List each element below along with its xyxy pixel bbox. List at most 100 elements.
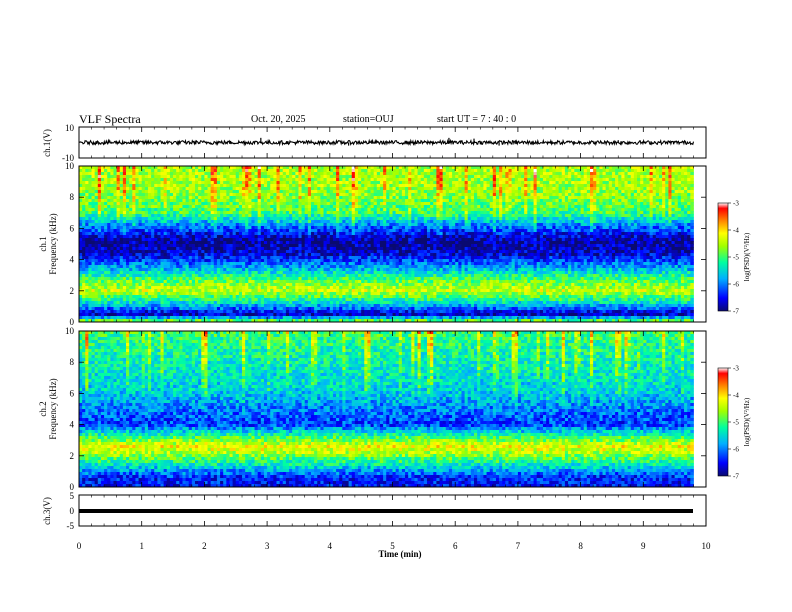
ch1-spectrogram-cell	[270, 220, 274, 224]
ch1-spectrogram-cell	[348, 208, 353, 212]
ch1-spectrogram-cell	[270, 307, 274, 311]
ch1-spectrogram-cell	[257, 268, 262, 272]
ch1-spectrogram-cell	[248, 307, 252, 311]
ch1-spectrogram-cell	[97, 298, 102, 302]
ch1-spectrogram-cell	[132, 220, 136, 224]
ch1-spectrogram-cell	[238, 259, 243, 263]
ch1-spectrogram-cell	[220, 214, 224, 218]
ch1-spectrogram-cell	[317, 226, 321, 230]
ch1-spectrogram-cell	[107, 274, 111, 278]
ch1-spectrogram-cell	[364, 316, 368, 320]
ch1-spectrogram-cell	[242, 256, 246, 260]
ch1-spectrogram-cell	[213, 298, 218, 302]
ch1-spectrogram-cell	[292, 283, 296, 287]
ch1-spectrogram-cell	[204, 274, 208, 278]
ch1-spectrogram-cell	[100, 208, 105, 212]
ch1-spectrogram-cell	[129, 229, 133, 233]
ch1-spectrogram-cell	[223, 235, 227, 239]
ch1-spectrogram-cell	[270, 247, 274, 251]
ch1-spectrogram-cell	[154, 193, 158, 197]
ch1-spectrogram-cell	[351, 172, 356, 176]
ch1-spectrogram-cell	[232, 298, 237, 302]
ch1-spectrogram-cell	[122, 211, 127, 215]
ch1-spectrogram-cell	[232, 268, 237, 272]
ch1-spectrogram-cell	[141, 238, 146, 242]
ch1-spectrogram-cell	[345, 229, 350, 233]
ch1-spectrogram-cell	[144, 226, 149, 230]
ch1-spectrogram-cell	[370, 283, 375, 287]
ch1-spectrogram-cell	[198, 196, 202, 200]
ch1-spectrogram-cell	[207, 196, 212, 200]
ch1-spectrogram-cell	[235, 259, 240, 263]
ch1-spectrogram-cell	[229, 199, 234, 203]
ch1-spectrogram-cell	[129, 313, 133, 317]
ch1-spectrogram-cell	[195, 241, 199, 245]
ch1-spectrogram-cell	[198, 214, 202, 218]
ch1-spectrogram-cell	[254, 196, 259, 200]
ch1-spectrogram-cell	[157, 310, 161, 314]
ch1-spectrogram-cell	[376, 208, 381, 212]
ch1-spectrogram-cell	[147, 256, 152, 260]
ch1-spectrogram-cell	[332, 193, 337, 197]
ch1-spectrogram-cell	[295, 313, 299, 317]
ch1-spectrogram-cell	[307, 274, 312, 278]
ch1-spectrogram-cell	[279, 235, 284, 239]
ch1-spectrogram-cell	[292, 298, 296, 302]
ch1-spectrogram-cell	[345, 250, 350, 254]
ch1-spectrogram-cell	[204, 166, 208, 170]
ch1-spectrogram-cell	[267, 208, 271, 212]
ch1-spectrogram-cell	[169, 262, 174, 266]
ch1-spectrogram-cell	[251, 295, 255, 299]
ch1-spectrogram-cell	[191, 295, 196, 299]
ch1-spectrogram-cell	[329, 205, 334, 209]
ch1-spectrogram-cell	[147, 193, 152, 197]
ch1-spectrogram-cell	[251, 313, 255, 317]
ch1-spectrogram-cell	[179, 253, 183, 257]
ch1-spectrogram-cell	[141, 277, 146, 281]
ch1-spectrogram-cell	[94, 253, 99, 257]
ch1-spectrogram-cell	[210, 265, 215, 269]
ch1-spectrogram-cell	[310, 223, 315, 227]
ch1-spectrogram-cell	[367, 193, 371, 197]
ch1-spectrogram-cell	[100, 250, 105, 254]
ch1-spectrogram-cell	[138, 184, 143, 188]
ch1-spectrogram-cell	[260, 223, 265, 227]
ch1-spectrogram-cell	[216, 286, 221, 290]
ch1-spectrogram-cell	[141, 214, 146, 218]
ch1-spectrogram-cell	[151, 271, 155, 275]
ch1-spectrogram-cell	[298, 283, 302, 287]
ch1-spectrogram-cell	[326, 301, 331, 305]
ch1-spectrogram-cell	[79, 298, 83, 302]
ch1-spectrogram-cell	[336, 223, 340, 227]
ch1-spectrogram-cell	[270, 274, 274, 278]
ch1-spectrogram-cell	[116, 223, 121, 227]
ch1-spectrogram-cell	[279, 190, 284, 194]
ch1-spectrogram-cell	[238, 313, 243, 317]
ch1-spectrogram-cell	[88, 193, 92, 197]
ch1-spectrogram-cell	[376, 166, 381, 170]
ch1-spectrogram-cell	[336, 211, 340, 215]
ch1-spectrogram-cell	[176, 217, 180, 221]
ch1-spectrogram-cell	[100, 196, 105, 200]
ch1-spectrogram-cell	[348, 256, 353, 260]
ch1-spectrogram-cell	[285, 238, 290, 242]
ch1-spectrogram-cell	[289, 181, 293, 185]
ch1-spectrogram-cell	[273, 295, 277, 299]
ch1-spectrogram-cell	[132, 211, 136, 215]
ch1-spectrogram-cell	[342, 178, 346, 182]
ch1-spectrogram-cell	[147, 295, 152, 299]
ch1-spectrogram-cell	[198, 310, 202, 314]
ch1-spectrogram-cell	[329, 184, 334, 188]
ch1-spectrogram-cell	[132, 235, 136, 239]
ch1-spectrogram-cell	[339, 274, 343, 278]
ch1-spectrogram-cell	[110, 262, 114, 266]
ch1-spectrogram-cell	[314, 277, 318, 281]
ch1-spectrogram-cell	[354, 205, 359, 209]
ch1-spectrogram-cell	[245, 301, 249, 305]
ch1-spectrogram-cell	[270, 178, 274, 182]
ch1-spectrogram-cell	[135, 319, 139, 323]
ch1-spectrogram-cell	[94, 271, 99, 275]
ch1-spectrogram-cell	[198, 253, 202, 257]
ch1-spectrogram-cell	[107, 187, 111, 191]
ch1-spectrogram-cell	[295, 319, 299, 323]
